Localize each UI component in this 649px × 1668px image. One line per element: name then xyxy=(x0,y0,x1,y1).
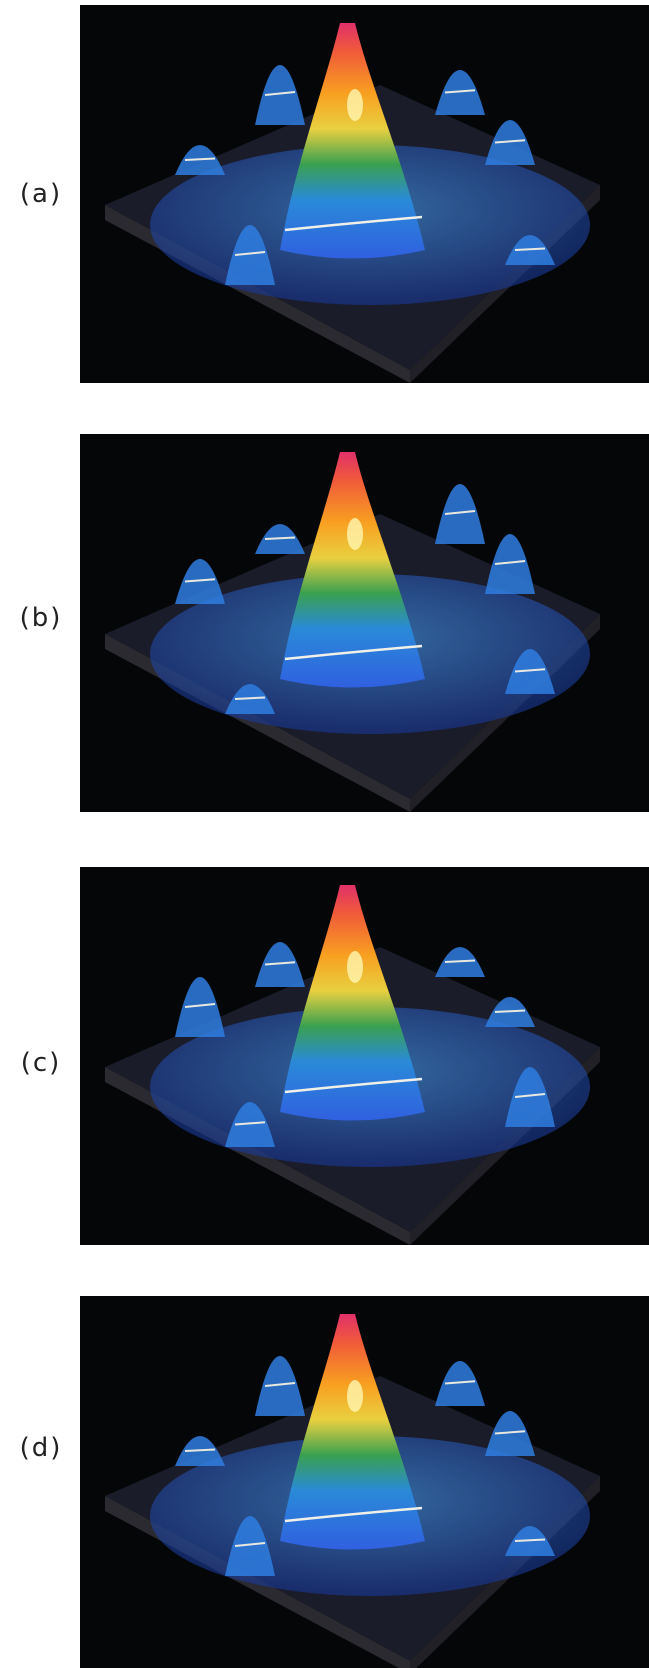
highlight xyxy=(347,89,363,121)
panel-label: (c) xyxy=(10,1048,72,1078)
surface-plot xyxy=(80,867,649,1245)
panel-label: (a) xyxy=(10,179,72,209)
figure-page: (a)(b)(c)(d) (() => { const data = JSON.… xyxy=(0,0,649,1668)
highlight xyxy=(347,1380,363,1412)
surface-plot xyxy=(80,1296,649,1668)
surface-plot xyxy=(80,5,649,383)
highlight xyxy=(347,518,363,550)
panel-label: (b) xyxy=(10,603,72,633)
highlight xyxy=(347,951,363,983)
surface-plot xyxy=(80,434,649,812)
panel-label: (d) xyxy=(10,1433,72,1463)
